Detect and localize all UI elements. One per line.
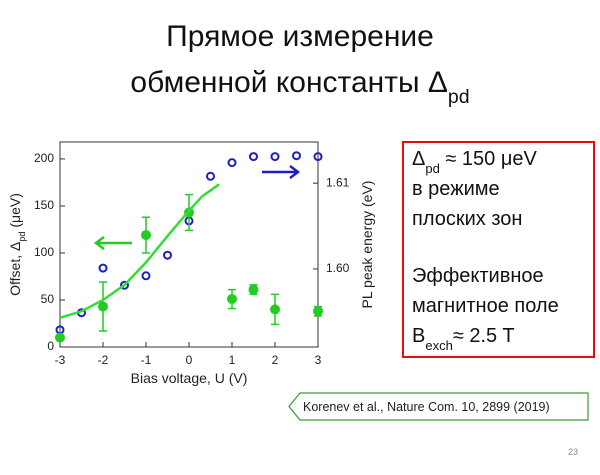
info-line: в режиме [412,178,500,200]
subscript: pd [448,86,470,108]
y-tick-label: 100 [34,245,54,259]
reference: Korenev et al., Nature Com. 10, 2899 (20… [303,400,550,414]
point [270,152,280,162]
arrow [262,165,301,179]
text-part: магнитное поле [412,295,559,317]
point [141,271,151,281]
text-part: (μeV) [7,193,23,231]
arrow [93,236,132,250]
point [55,332,65,343]
x-tick-label: 3 [315,353,322,367]
point [248,284,259,295]
point [292,151,301,161]
y-tick-label: 0 [47,339,54,353]
title-line: Прямое измерение [166,20,434,53]
point [249,152,258,162]
info-line: Эффективное [412,265,544,287]
point [163,250,172,260]
text-part: ≈ 2.5 T [453,325,515,347]
info-line: Bexch≈ 2.5 T [412,325,515,353]
y-tick-label: 150 [34,198,54,212]
subscript: pd [425,161,439,176]
text-part: плоских зон [412,208,522,230]
x-tick-label: 0 [186,353,193,367]
x-tick-label: 1 [229,353,236,367]
title-line: обменной константы Δpd [130,66,469,108]
page-number: 23 [568,447,578,457]
x-tick-label: -1 [141,353,152,367]
fit-line [59,183,220,320]
info-line: плоских зон [412,208,522,230]
info-line: Δpd ≈ 150 μeV [412,148,537,176]
point [141,230,151,241]
point [227,294,237,305]
y2-axis-label: PL peak energy (eV) [359,181,375,309]
point [206,171,215,181]
text-part: Эффективное [412,265,544,287]
y-axis-label: Offset, Δpd (μeV) [7,193,27,296]
y-tick-label: 200 [34,151,54,165]
subscript: exch [425,338,452,353]
y2-tick-label: 1.60 [326,261,350,275]
reference-box [288,392,589,421]
text-part: B [412,325,425,347]
x-tick-label: 2 [272,353,279,367]
text-part: Offset, Δ [7,242,23,296]
point [120,280,129,290]
y2-tick-label: 1.61 [326,175,350,189]
subscript: pd [17,232,27,242]
text-part: в режиме [412,178,500,200]
text-part: Δ [412,148,425,170]
x-tick-label: -2 [98,353,109,367]
x-tick-label: -3 [55,353,66,367]
text-part: обменной константы Δ [130,66,447,99]
point [313,152,323,162]
point [98,263,108,273]
point [227,158,237,168]
info-line: магнитное поле [412,295,559,317]
y-tick-label: 50 [41,292,55,306]
plot: -3 -2 -1 0 1 2 3 0 50 100 150 200 1.60 1.61 Bias volta… [7,151,375,386]
x-axis-label: Bias voltage, U (V) [131,370,248,386]
point [313,306,323,317]
info-box [402,141,595,358]
point [270,304,280,315]
point [98,301,108,312]
text-part: ≈ 150 μeV [440,148,538,170]
